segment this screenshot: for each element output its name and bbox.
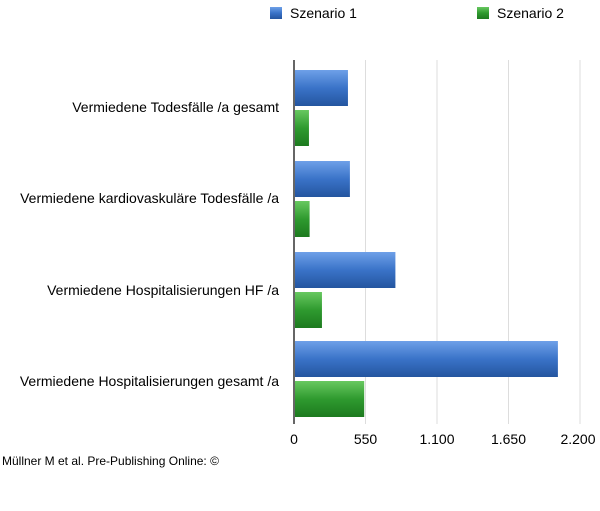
x-tick-label: 2.200 bbox=[560, 431, 595, 447]
bar-szenario-2 bbox=[295, 201, 310, 237]
credit-line: Müllner M et al. Pre-Publishing Online: … bbox=[2, 454, 219, 468]
legend-label-szenario-1: Szenario 1 bbox=[290, 5, 357, 21]
legend-swatch-szenario-1 bbox=[270, 7, 282, 19]
bar-szenario-1 bbox=[295, 252, 396, 288]
bar-szenario-1 bbox=[295, 341, 558, 377]
category-label: Vermiedene kardiovaskuläre Todesfälle /a bbox=[20, 190, 279, 206]
x-tick-label: 1.650 bbox=[491, 431, 526, 447]
bar-szenario-2 bbox=[295, 292, 322, 328]
legend: Szenario 1 Szenario 2 bbox=[270, 5, 564, 21]
bar-szenario-2 bbox=[295, 110, 309, 146]
legend-swatch-szenario-2 bbox=[477, 7, 489, 19]
x-tick-labels: 0 550 1.100 1.650 2.200 bbox=[290, 431, 596, 447]
x-tick-label: 0 bbox=[290, 431, 298, 447]
category-label: Vermiedene Hospitalisierungen HF /a bbox=[47, 282, 279, 298]
bars bbox=[295, 70, 558, 417]
bar-szenario-1 bbox=[295, 161, 350, 197]
legend-label-szenario-2: Szenario 2 bbox=[497, 5, 564, 21]
bar-szenario-1 bbox=[295, 70, 348, 106]
x-tick-label: 1.100 bbox=[419, 431, 454, 447]
category-label: Vermiedene Hospitalisierungen gesamt /a bbox=[20, 373, 279, 389]
x-tick-label: 550 bbox=[354, 431, 378, 447]
category-labels: Vermiedene Todesfälle /a gesamt Vermiede… bbox=[20, 99, 279, 389]
category-label: Vermiedene Todesfälle /a gesamt bbox=[72, 99, 279, 115]
bar-szenario-2 bbox=[295, 381, 365, 417]
